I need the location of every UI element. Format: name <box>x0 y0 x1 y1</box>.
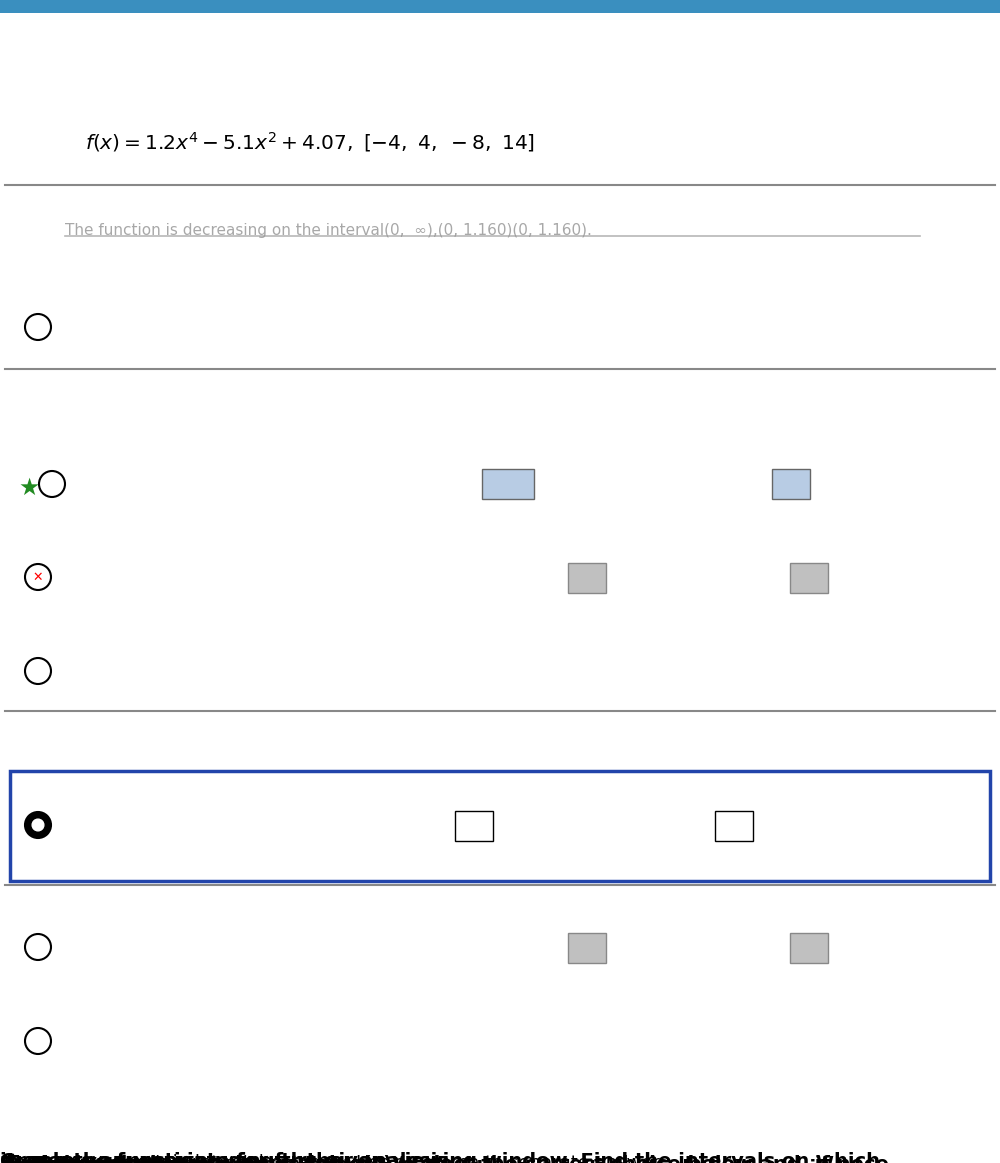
Text: C.  There is no relative minimum.: C. There is no relative minimum. <box>1 1162 313 1163</box>
FancyBboxPatch shape <box>10 771 990 882</box>
Text: Find the relative minimum value(s). Select the correct choice below and, if nece: Find the relative minimum value(s). Sele… <box>0 1158 926 1163</box>
FancyBboxPatch shape <box>455 811 493 841</box>
Text: (Round to three decimal places as needed.): (Round to three decimal places as needed… <box>1 1156 383 1163</box>
Text: A.  The relative maximum is: A. The relative maximum is <box>1 1156 271 1163</box>
Text: (Type your answer in interval notation. Use a comma to separate answer: (Type your answer in interval notation. … <box>1 1154 660 1163</box>
Text: The function is decreasing on the interval(0,  ∞),(0, 1.160)(0, 1.160).: The function is decreasing on the interv… <box>65 223 592 238</box>
Text: which occurs at x =: which occurs at x = <box>6 1157 204 1163</box>
FancyBboxPatch shape <box>772 469 810 499</box>
Circle shape <box>32 819 44 830</box>
Text: ★: ★ <box>18 476 39 500</box>
Text: C.  There is no relative maximum.: C. There is no relative maximum. <box>1 1158 319 1163</box>
FancyBboxPatch shape <box>482 469 534 499</box>
FancyBboxPatch shape <box>568 933 606 963</box>
Circle shape <box>25 812 51 839</box>
Text: which occurs at x =: which occurs at x = <box>6 1161 204 1163</box>
Text: (Round to three decimal places as needed.): (Round to three decimal places as needed… <box>1 1160 383 1163</box>
FancyBboxPatch shape <box>0 0 1000 13</box>
Text: Find the relative maximum value(s). Select the correct choice below and, if nece: Find the relative maximum value(s). Sele… <box>0 1156 908 1163</box>
Text: it seems appropriate for further analysis.: it seems appropriate for further analysi… <box>0 1153 456 1163</box>
Text: .: . <box>8 1156 14 1163</box>
Text: A.  The relative minimum is: A. The relative minimum is <box>1 1160 259 1163</box>
Text: B.  The leftmost relative maximum is: B. The leftmost relative maximum is <box>1 1157 348 1163</box>
Text: (Round to three decimal places as needed.): (Round to three decimal places as needed… <box>1 1157 383 1163</box>
Text: $f(x)=1.2x^4-5.1x^2+4.07,\ [-4,\ 4,\ -8,\ 14]$: $f(x)=1.2x^4-5.1x^2+4.07,\ [-4,\ 4,\ -8,… <box>85 130 535 154</box>
FancyBboxPatch shape <box>715 811 753 841</box>
Text: and the rightm…: and the rightm… <box>8 1161 174 1163</box>
Text: Graph the function using the given viewing window. Find the intervals on which: Graph the function using the given viewi… <box>0 1151 880 1163</box>
Text: .: . <box>8 1160 13 1163</box>
Text: (Round to three decimal places as needed.): (Round to three decimal places as needed… <box>1 1161 383 1163</box>
FancyBboxPatch shape <box>568 563 606 593</box>
Text: which occurs at x =: which occurs at x = <box>5 1160 203 1163</box>
Text: 4.07: 4.07 <box>485 475 531 494</box>
FancyBboxPatch shape <box>790 563 828 593</box>
Text: B.  The leftmost relative minimum is: B. The leftmost relative minimum is <box>1 1161 342 1163</box>
Text: ✕: ✕ <box>33 571 43 584</box>
FancyBboxPatch shape <box>790 933 828 963</box>
Text: 0: 0 <box>784 475 798 494</box>
Text: B.  The function is never decreasing.: B. The function is never decreasing. <box>1 1155 344 1163</box>
Text: which occurs at x =: which occurs at x = <box>5 1156 203 1163</box>
Text: ānd the righ…: ānd the righ… <box>8 1157 148 1163</box>
